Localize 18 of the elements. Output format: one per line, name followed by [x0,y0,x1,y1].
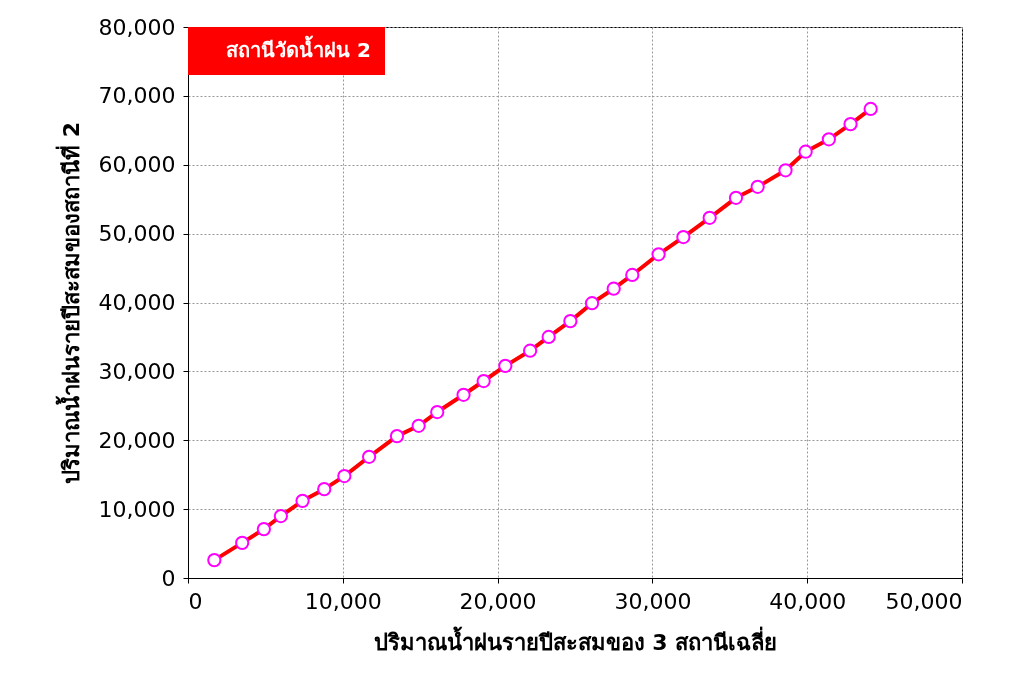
x-tick-label: 0 [188,588,203,614]
y-tick-label: 10,000 [98,496,176,522]
x-axis-title: ปริมาณน้ำฝนรายปีสะสมของ 3 สถานีเฉลี่ย [373,625,778,655]
y-tick-label: 50,000 [98,221,176,247]
y-tick-label: 60,000 [98,152,176,178]
y-tick-label: 40,000 [98,290,176,315]
y-tick-label: 30,000 [98,358,176,384]
y-tick-label: 20,000 [98,427,176,453]
text: สถานีวัดน้ำฝน 2 [226,35,371,62]
x-tick-label: 50,000 [885,588,963,614]
y-tick-label: 80,000 [98,14,176,40]
x-tick-label: 20,000 [459,588,537,614]
y-tick-label: 0 [161,565,176,591]
x-tick-label: 40,000 [769,588,847,614]
x-tick-label: 10,000 [304,588,382,614]
y-tick-label: 70,000 [98,83,176,109]
x-tick-label: 30,000 [614,588,692,614]
y-axis-title: ปริมาณน้ำฝนรายปีสะสมของสถานีที่ 2 [54,122,84,484]
